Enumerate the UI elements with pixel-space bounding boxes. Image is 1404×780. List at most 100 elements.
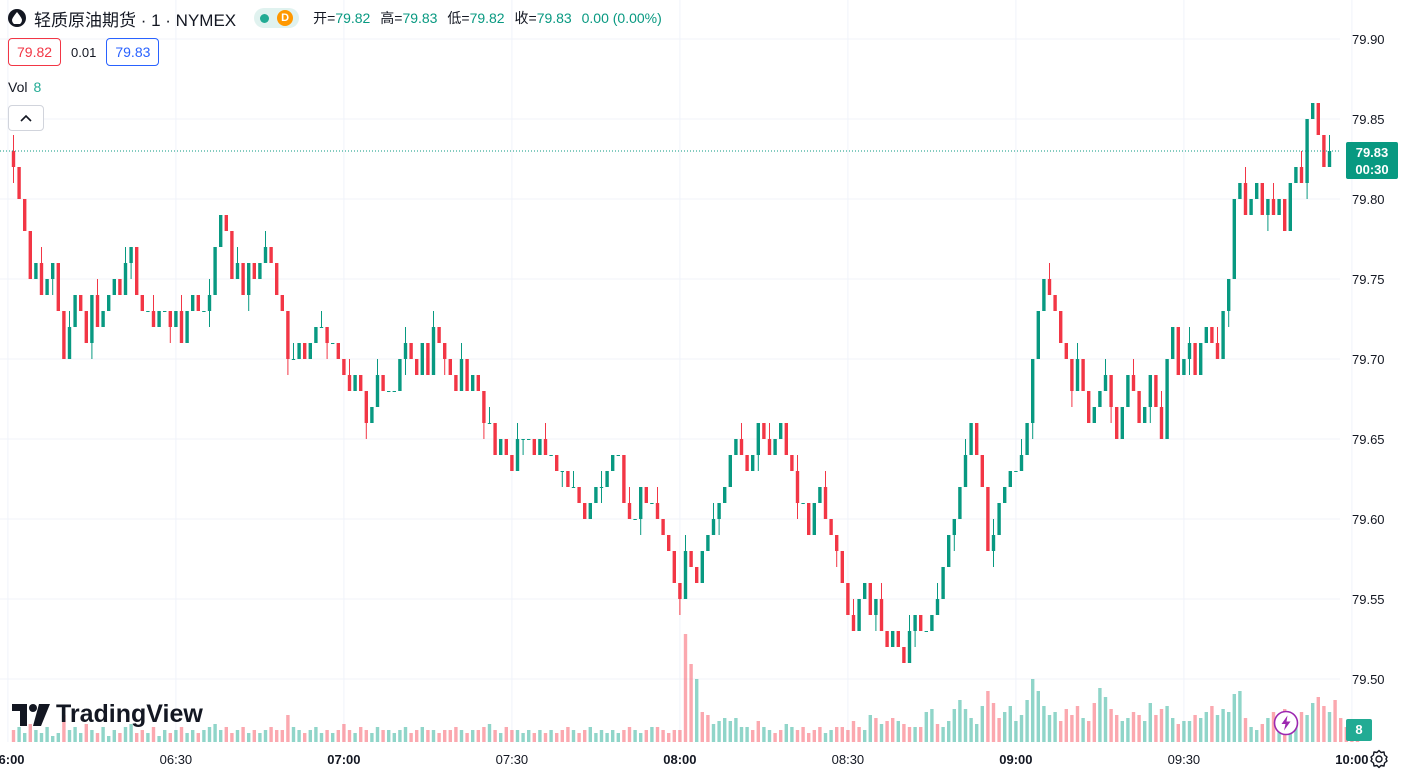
- market-status-pill[interactable]: D: [254, 8, 300, 28]
- time-axis[interactable]: 06:00 06:30 07:00 07:30 08:00 08:30 09:00 09:30…: [0, 752, 1369, 767]
- volume-bar: [672, 730, 676, 742]
- collapse-legend-button[interactable]: [8, 105, 44, 131]
- volume-bar: [1042, 706, 1046, 742]
- candle-body: [56, 263, 60, 311]
- volume-bar: [168, 733, 172, 742]
- candle-body: [829, 519, 833, 535]
- candle-body: [1143, 407, 1147, 423]
- volume-bar: [1299, 712, 1304, 742]
- candle-body: [935, 599, 940, 615]
- ask-price-button[interactable]: 79.83: [106, 38, 160, 66]
- time-tick-label: 07:00: [327, 752, 360, 767]
- candle-body: [163, 311, 167, 312]
- candle-body: [67, 327, 72, 359]
- volume-bar: [23, 733, 27, 742]
- tradingview-logo[interactable]: TradingView: [12, 700, 203, 729]
- volume-bar: [454, 727, 458, 742]
- volume-bar: [695, 679, 699, 742]
- price-axis[interactable]: 79.90 79.85 79.80 79.75 79.70 79.65 79.60 79.55…: [1352, 32, 1385, 687]
- volume-bar: [807, 733, 811, 742]
- volume-bar: [1047, 715, 1052, 742]
- volume-bar: [902, 724, 906, 742]
- symbol-title[interactable]: 轻质原油期货 · 1 · NYMEX: [34, 10, 237, 30]
- volume-bar: [969, 718, 973, 742]
- volume-bar: [364, 730, 368, 742]
- volume-bar: [599, 730, 604, 742]
- time-tick-label: 09:00: [999, 752, 1032, 767]
- candle-body: [1165, 359, 1169, 439]
- candle-body: [863, 583, 867, 599]
- candle-body: [1126, 375, 1130, 407]
- volume-bar: [269, 727, 273, 742]
- volume-bar: [846, 730, 850, 742]
- candle-body: [454, 375, 458, 391]
- candle-body: [1137, 391, 1141, 423]
- candle-body: [633, 519, 637, 520]
- candle-body: [571, 487, 576, 488]
- candle-body: [342, 359, 346, 375]
- lightning-icon[interactable]: [1273, 710, 1299, 736]
- settings-gear-icon[interactable]: [1369, 749, 1389, 769]
- candle-body: [258, 263, 262, 279]
- volume-bar: [627, 727, 632, 742]
- volume-bar: [403, 727, 408, 742]
- candle-body: [28, 231, 32, 279]
- candle-body: [252, 263, 256, 279]
- candle-body: [818, 487, 822, 503]
- volume-bar: [924, 712, 928, 742]
- volume-bar: [644, 730, 648, 742]
- candle-body: [73, 295, 77, 327]
- volume-bar: [991, 703, 996, 742]
- volume-bar: [118, 733, 122, 742]
- volume-bar: [375, 727, 380, 742]
- volume-bar: [650, 727, 654, 742]
- volume-bar: [11, 730, 16, 742]
- volume-bar: [885, 721, 889, 742]
- candle-body: [107, 295, 111, 311]
- time-tick-label: 09:30: [1168, 752, 1201, 767]
- candle-body: [711, 519, 716, 535]
- candle-body: [392, 391, 396, 392]
- candle-body: [207, 295, 212, 311]
- volume-bar: [577, 733, 581, 742]
- volume-bar: [840, 727, 844, 742]
- candle-body: [851, 615, 856, 631]
- volume-bar: [28, 724, 32, 742]
- candle-body: [1199, 343, 1203, 375]
- candle-body: [381, 375, 385, 391]
- candle-body: [191, 295, 195, 311]
- bid-price-button[interactable]: 79.82: [8, 38, 62, 66]
- candle-body: [1025, 423, 1029, 455]
- volume-bar: [975, 724, 979, 742]
- candle-body: [398, 359, 402, 391]
- volume-bar: [829, 730, 833, 742]
- volume-bar: [241, 727, 245, 742]
- volume-bar: [622, 730, 626, 742]
- candle-body: [487, 423, 492, 424]
- volume-bar: [633, 730, 637, 742]
- candle-body: [840, 551, 844, 583]
- volume-bar: [1120, 721, 1124, 742]
- volume-bar: [157, 736, 161, 742]
- volume-bar: [1182, 721, 1186, 742]
- candle-body: [1311, 103, 1315, 119]
- volume-bar: [543, 733, 548, 742]
- price-tick-label: 79.75: [1352, 272, 1385, 287]
- candle-body: [286, 311, 290, 359]
- candle-body: [784, 423, 788, 455]
- candle-body: [616, 455, 620, 456]
- candle-body: [734, 439, 738, 455]
- candle-body: [420, 343, 424, 375]
- volume-bar: [1075, 706, 1080, 742]
- volume-bar: [594, 733, 598, 742]
- time-tick-label: 08:30: [832, 752, 865, 767]
- volume-bar: [297, 730, 301, 742]
- volume-bar: [605, 733, 609, 742]
- candle-body: [118, 279, 122, 295]
- volume-bar: [532, 733, 536, 742]
- volume-bar: [1305, 715, 1309, 742]
- volume-bar: [1154, 715, 1158, 742]
- volume-bar: [308, 730, 312, 742]
- tradingview-wordmark: TradingView: [56, 700, 203, 728]
